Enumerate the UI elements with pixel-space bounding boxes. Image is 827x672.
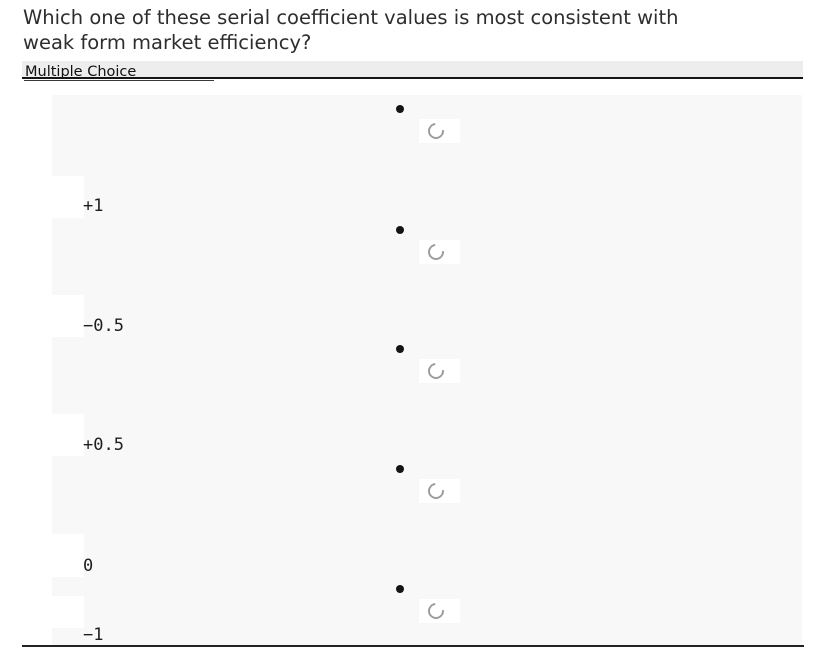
radio-button[interactable] [419,240,460,264]
option-image-placeholder [52,534,84,577]
spinner-icon [424,359,448,383]
bullet-dot-icon [396,345,404,353]
question-text: Which one of these serial coefficient va… [23,6,679,54]
option-image-placeholder [52,596,84,628]
question-type-underline [24,80,214,81]
bullet-dot-icon [396,105,404,113]
option-image-placeholder [52,295,84,337]
bullet-dot-icon [396,226,404,234]
spinner-icon [424,240,448,264]
spinner-icon [424,479,448,503]
radio-button[interactable] [419,359,460,383]
option-label[interactable]: +1 [83,196,104,216]
bullet-dot-icon [396,585,404,593]
option-image-placeholder [52,176,84,218]
bullet-dot-icon [396,465,404,473]
option-label[interactable]: −1 [83,625,104,645]
question-type-bar: Multiple Choice [22,61,803,80]
spinner-icon [424,599,448,623]
option-image-placeholder [52,414,84,456]
option-label[interactable]: −0.5 [83,316,124,336]
option-label[interactable]: +0.5 [83,435,124,455]
question-type-label: Multiple Choice [25,64,137,80]
radio-button[interactable] [419,479,460,503]
spinner-icon [424,119,448,143]
bottom-rule [22,645,804,647]
radio-button[interactable] [419,119,460,143]
radio-button[interactable] [419,599,460,623]
option-label[interactable]: 0 [83,556,94,576]
